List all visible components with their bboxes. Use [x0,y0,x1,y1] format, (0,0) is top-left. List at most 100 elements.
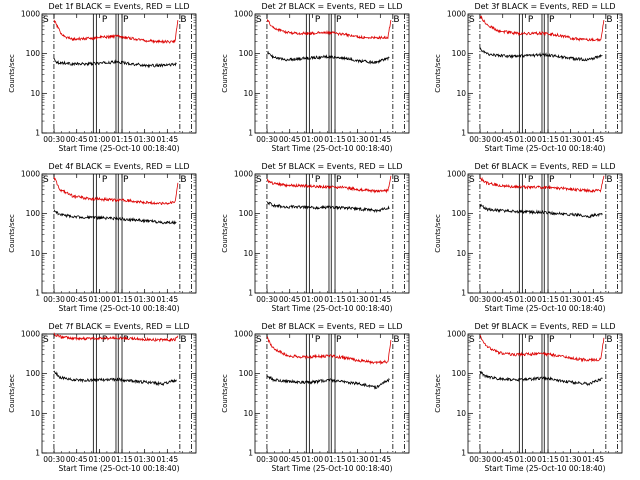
region-marker: P [528,175,534,185]
x-tick-label: 01:15 [324,455,346,464]
x-tick-label: 01:30 [347,135,369,144]
x-tick-label: 01:45 [370,295,392,304]
region-marker: B [180,15,186,25]
y-tick-label: 10 [456,249,466,258]
x-tick-label: 01:00 [89,135,111,144]
x-axis-label: Start Time (25-Oct-10 00:18:40) [484,144,605,153]
lld-series-line [53,176,179,206]
chart-title: Det 2f BLACK = Events, RED = LLD [261,2,402,11]
lld-series-line [266,175,392,194]
region-marker: B [606,175,612,185]
x-tick-label: 01:15 [537,135,559,144]
x-tick-label: 01:30 [560,135,582,144]
x-tick-label: 00:30 [469,135,491,144]
chart-svg-7: Det 7f BLACK = Events, RED = LLD 1 10 100 10… [8,322,197,473]
x-tick-label: 01:00 [89,455,111,464]
x-tick-label: 00:30 [43,295,65,304]
x-axis-label: Start Time (25-Oct-10 00:18:40) [484,304,605,313]
x-tick-label: 01:45 [157,455,179,464]
x-tick-label: 01:45 [157,295,179,304]
plot-frame [467,13,623,134]
x-tick-label: 00:30 [256,455,278,464]
y-tick-label: 1000 [234,170,253,179]
x-tick-label: 01:45 [370,135,392,144]
chart-svg-1: Det 1f BLACK = Events, RED = LLD 1 10 100 10… [8,2,197,153]
x-tick-label: 00:30 [256,295,278,304]
y-tick-label: 100 [239,49,254,58]
x-axis-label: Start Time (25-Oct-10 00:18:40) [58,144,179,153]
region-marker: B [606,335,612,345]
chart-title: Det 5f BLACK = Events, RED = LLD [261,162,402,171]
y-tick-label: 1000 [234,330,253,339]
chart-svg-9: Det 9f BLACK = Events, RED = LLD 1 10 100 10… [434,322,623,473]
y-tick-label: 100 [452,49,467,58]
x-tick-label: 01:00 [302,295,324,304]
chart-svg-8: Det 8f BLACK = Events, RED = LLD 1 10 100 10… [221,322,410,473]
y-tick-label: 10 [456,89,466,98]
x-tick-label: 01:00 [515,135,537,144]
chart-svg-2: Det 2f BLACK = Events, RED = LLD 1 10 100 10… [221,2,410,153]
x-tick-label: 00:45 [279,455,301,464]
region-marker: P [549,335,555,345]
plot-frame [41,333,197,454]
region-marker: B [180,175,186,185]
chart-title: Det 4f BLACK = Events, RED = LLD [48,162,189,171]
y-tick-label: 100 [452,369,467,378]
x-tick-label: 00:30 [43,135,65,144]
x-tick-label: 01:45 [157,135,179,144]
x-tick-label: 01:30 [560,455,582,464]
detector-panel-6: Det 6f BLACK = Events, RED = LLD 1 10 100 10… [426,160,639,320]
plot-frame [467,173,623,294]
events-series-line [266,50,390,65]
lld-series-line [53,332,179,343]
x-tick-label: 01:00 [302,455,324,464]
y-tick-label: 1 [248,289,253,298]
y-tick-label: 1000 [447,170,466,179]
region-marker: S [469,175,475,185]
x-tick-label: 01:00 [302,135,324,144]
x-tick-label: 01:45 [583,455,605,464]
region-marker: S [43,15,49,25]
y-axis-label: Counts/sec [434,214,442,253]
y-tick-label: 1000 [234,10,253,19]
x-tick-label: 00:45 [279,135,301,144]
lld-series-line [479,335,605,363]
region-marker: S [43,335,49,345]
region-marker: P [315,335,321,345]
region-marker: S [256,175,262,185]
x-tick-label: 01:15 [111,295,133,304]
x-tick-label: 00:30 [469,295,491,304]
events-series-line [53,370,177,387]
x-tick-label: 01:45 [370,455,392,464]
region-marker: S [256,15,262,25]
region-marker: P [549,175,555,185]
x-axis-label: Start Time (25-Oct-10 00:18:40) [484,464,605,473]
y-axis-label: Counts/sec [221,54,229,93]
x-tick-label: 00:45 [492,135,514,144]
x-tick-label: 01:45 [583,295,605,304]
chart-svg-5: Det 5f BLACK = Events, RED = LLD 1 10 100 10… [221,162,410,313]
detector-panel-3: Det 3f BLACK = Events, RED = LLD 1 10 100 10… [426,0,639,160]
events-series-line [53,209,177,226]
x-tick-label: 00:30 [469,455,491,464]
y-tick-label: 1 [461,289,466,298]
region-marker: P [336,335,342,345]
events-series-line [267,201,390,214]
chart-title: Det 6f BLACK = Events, RED = LLD [474,162,615,171]
x-tick-label: 00:30 [43,455,65,464]
y-tick-label: 100 [26,49,41,58]
y-tick-label: 10 [243,409,253,418]
region-marker: P [123,175,129,185]
region-marker: P [123,335,129,345]
events-series-line [479,370,603,387]
y-tick-label: 1000 [21,170,40,179]
lld-series-line [479,175,605,194]
detector-panel-4: Det 4f BLACK = Events, RED = LLD 1 10 100 10… [0,160,213,320]
y-tick-label: 100 [26,369,41,378]
region-marker: P [336,15,342,25]
plot-frame [254,173,410,294]
x-tick-label: 01:30 [134,295,156,304]
x-tick-label: 01:30 [134,135,156,144]
y-tick-label: 1 [248,449,253,458]
